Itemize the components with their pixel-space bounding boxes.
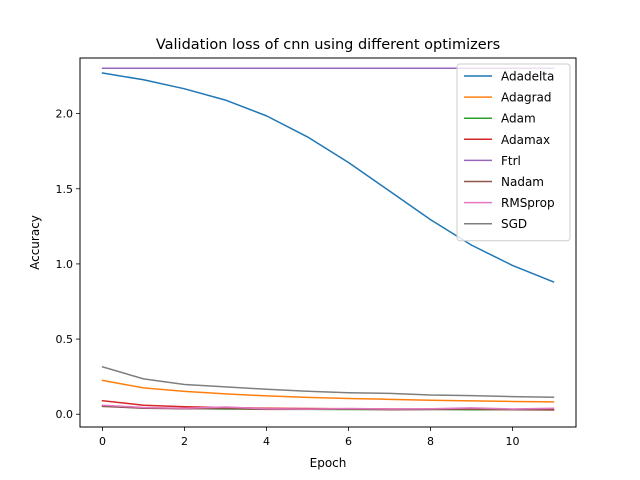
x-axis-label: Epoch (310, 456, 347, 470)
x-tick-label: 10 (505, 435, 519, 448)
x-tick-label: 4 (263, 435, 270, 448)
y-axis-label: Accuracy (28, 215, 42, 270)
legend-label-sgd: SGD (501, 217, 527, 231)
legend-label-rmsprop: RMSprop (501, 196, 555, 210)
legend-label-adamax: Adamax (501, 133, 550, 147)
plot-area-frame (79, 57, 577, 428)
legend-label-nadam: Nadam (501, 175, 544, 189)
legend-label-ftrl: Ftrl (501, 154, 521, 168)
series-line-adagrad (101, 379, 555, 403)
x-tick-label: 0 (99, 435, 106, 448)
series-line-rmsprop (101, 404, 555, 410)
y-tick-label: 1.5 (56, 183, 74, 196)
legend-label-adagrad: Adagrad (501, 91, 552, 105)
y-tick-label: 0.0 (56, 408, 74, 421)
y-tick-label: 0.5 (56, 333, 74, 346)
legend-box (456, 63, 571, 242)
y-tick-label: 1.0 (56, 258, 74, 271)
x-tick-label: 2 (181, 435, 188, 448)
series-line-sgd (101, 365, 555, 399)
legend: Adadelta Adagrad Adam Adamax Ftrl Nadam RMSpro… (456, 63, 571, 242)
x-tick-label: 8 (427, 435, 434, 448)
x-axis: 0 2 4 6 8 10 (99, 427, 519, 448)
chart-title: Validation loss of cnn using different o… (156, 37, 500, 53)
legend-label-adadelta: Adadelta (501, 70, 554, 84)
x-tick-label: 6 (345, 435, 352, 448)
plot-lines (101, 67, 555, 411)
y-tick-label: 2.0 (56, 108, 74, 121)
y-axis: 0.0 0.5 1.0 1.5 2.0 (56, 108, 80, 421)
legend-label-adam: Adam (501, 112, 536, 126)
series-line-adadelta (101, 72, 555, 283)
